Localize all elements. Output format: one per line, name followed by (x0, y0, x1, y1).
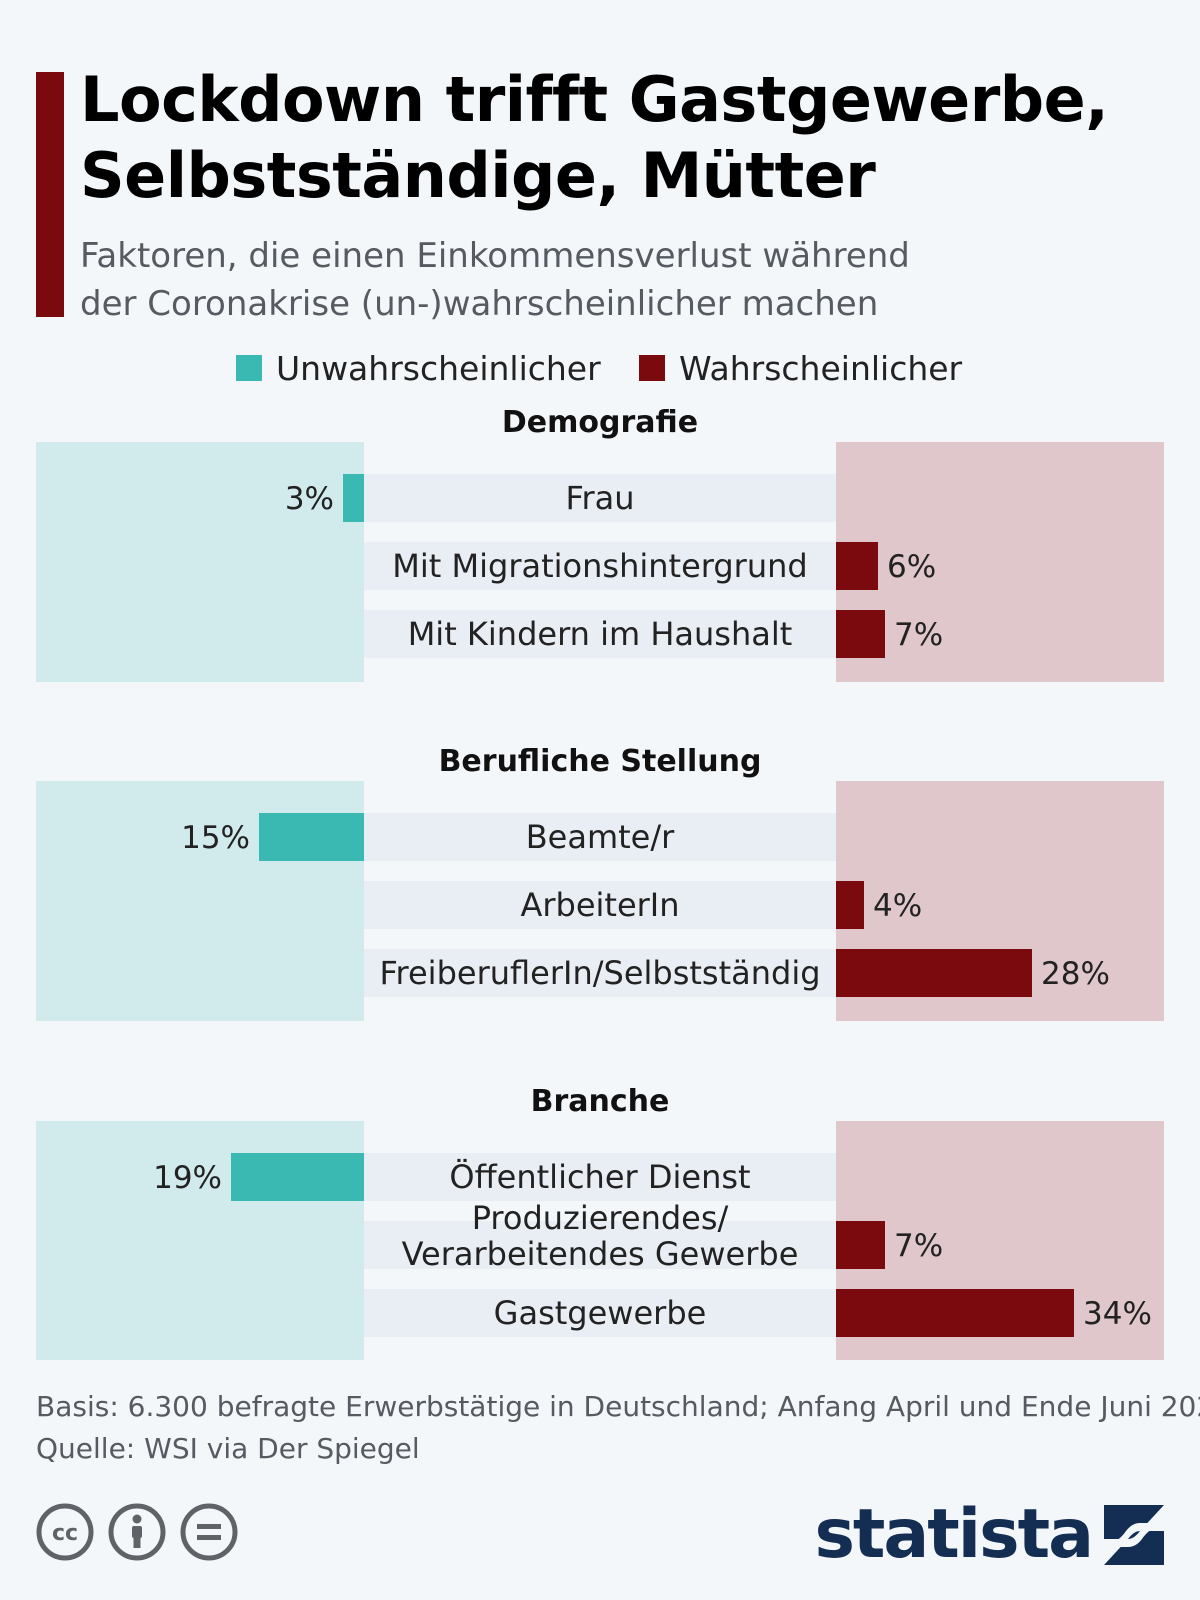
bar-frau (343, 474, 364, 522)
legend-swatch-left (236, 355, 262, 381)
value-label-offentlicher-dienst: 19% (153, 1160, 222, 1196)
category-label-mit-migrationshintergrund: Mit Migrationshintergrund (392, 547, 807, 585)
attribution-icon (108, 1503, 166, 1561)
value-label-mit-kindern-im-haushalt: 7% (894, 617, 943, 653)
footer-basis: Basis: 6.300 befragte Erwerbstätige in D… (36, 1390, 1200, 1423)
label-row-mit-kindern-im-haushalt (364, 610, 836, 658)
diverging-bar-chart: Demografie Frau 3% Mit Migrationshintergrun… (36, 405, 1164, 1360)
category-label-beamte-r: Beamte/r (526, 818, 675, 856)
legend-item-unwahrscheinlicher: Unwahrscheinlicher (236, 345, 601, 391)
bar-mit-kindern-im-haushalt (836, 610, 885, 658)
category-label-offentlicher-dienst: Öffentlicher Dienst (449, 1158, 750, 1196)
label-row-mit-migrationshintergrund (364, 542, 836, 590)
title-accent-bar (36, 72, 64, 317)
value-label-mit-migrationshintergrund: 6% (887, 549, 936, 585)
title-line-2: Selbstständige, Mütter (80, 139, 876, 212)
legend-swatch-right (639, 355, 665, 381)
bar-arbeiterin (836, 881, 864, 929)
chart-subtitle: Faktoren, die einen Einkommensverlust wä… (80, 232, 1170, 328)
label-row-produzierendes-verarbeitendes-gewerbe (364, 1221, 836, 1269)
statista-brand[interactable]: statista (814, 1500, 1164, 1570)
category-label-mit-kindern-im-haushalt: Mit Kindern im Haushalt (408, 615, 793, 653)
legend-label-right: Wahrscheinlicher (679, 348, 963, 388)
value-label-gastgewerbe: 34% (1083, 1296, 1152, 1332)
panel-left-demografie (36, 442, 364, 682)
subtitle-line-1: Faktoren, die einen Einkommensverlust wä… (80, 236, 910, 276)
bar-offentlicher-dienst (231, 1153, 364, 1201)
label-row-beamte-r (364, 813, 836, 861)
bar-produzierendes-verarbeitendes-gewerbe (836, 1221, 885, 1269)
label-row-gastgewerbe (364, 1289, 836, 1337)
cc-icon: cc (36, 1503, 94, 1561)
license-icons: cc (36, 1503, 252, 1561)
category-label-produzierendes-verarbeitendes-gewerbe-line-1: Produzierendes/ (472, 1199, 729, 1237)
chart-title: Lockdown trifft Gastgewerbe, Selbstständ… (80, 62, 1170, 214)
svg-text:cc: cc (52, 1521, 78, 1546)
value-label-arbeiterin: 4% (873, 888, 922, 924)
bar-gastgewerbe (836, 1289, 1074, 1337)
title-line-1: Lockdown trifft Gastgewerbe, (80, 63, 1109, 136)
label-row-freiberuflerin-selbststandig (364, 949, 836, 997)
no-derivatives-icon (180, 1503, 238, 1561)
category-label-frau: Frau (565, 479, 634, 517)
label-row-frau (364, 474, 836, 522)
group-title-berufliche-stellung: Berufliche Stellung (439, 744, 762, 779)
category-label-produzierendes-verarbeitendes-gewerbe-line-2: Verarbeitendes Gewerbe (402, 1235, 799, 1273)
label-row-arbeiterin (364, 881, 836, 929)
value-label-freiberuflerin-selbststandig: 28% (1041, 956, 1110, 992)
value-label-produzierendes-verarbeitendes-gewerbe: 7% (894, 1228, 943, 1264)
group-title-branche: Branche (531, 1084, 670, 1119)
label-row-offentlicher-dienst (364, 1153, 836, 1201)
bar-mit-migrationshintergrund (836, 542, 878, 590)
legend: Unwahrscheinlicher Wahrscheinlicher (0, 345, 1200, 391)
footer-source: Quelle: WSI via Der Spiegel (36, 1432, 420, 1465)
statista-logo-icon (1104, 1505, 1164, 1565)
subtitle-line-2: der Coronakrise (un-)wahrscheinlicher ma… (80, 284, 879, 324)
panel-right-demografie (836, 442, 1164, 682)
footer: Basis: 6.300 befragte Erwerbstätige in D… (36, 1386, 1200, 1470)
category-label-freiberuflerin-selbststandig: FreiberuflerIn/Selbstständig (379, 954, 820, 992)
legend-label-left: Unwahrscheinlicher (276, 348, 601, 388)
legend-item-wahrscheinlicher: Wahrscheinlicher (639, 345, 962, 391)
bar-beamte-r (259, 813, 364, 861)
category-label-gastgewerbe: Gastgewerbe (494, 1294, 707, 1332)
brand-name: statista (814, 1495, 1094, 1574)
value-label-frau: 3% (285, 481, 334, 517)
value-label-beamte-r: 15% (181, 820, 250, 856)
bar-freiberuflerin-selbststandig (836, 949, 1032, 997)
category-label-arbeiterin: ArbeiterIn (520, 886, 679, 924)
group-title-demografie: Demografie (502, 405, 698, 440)
